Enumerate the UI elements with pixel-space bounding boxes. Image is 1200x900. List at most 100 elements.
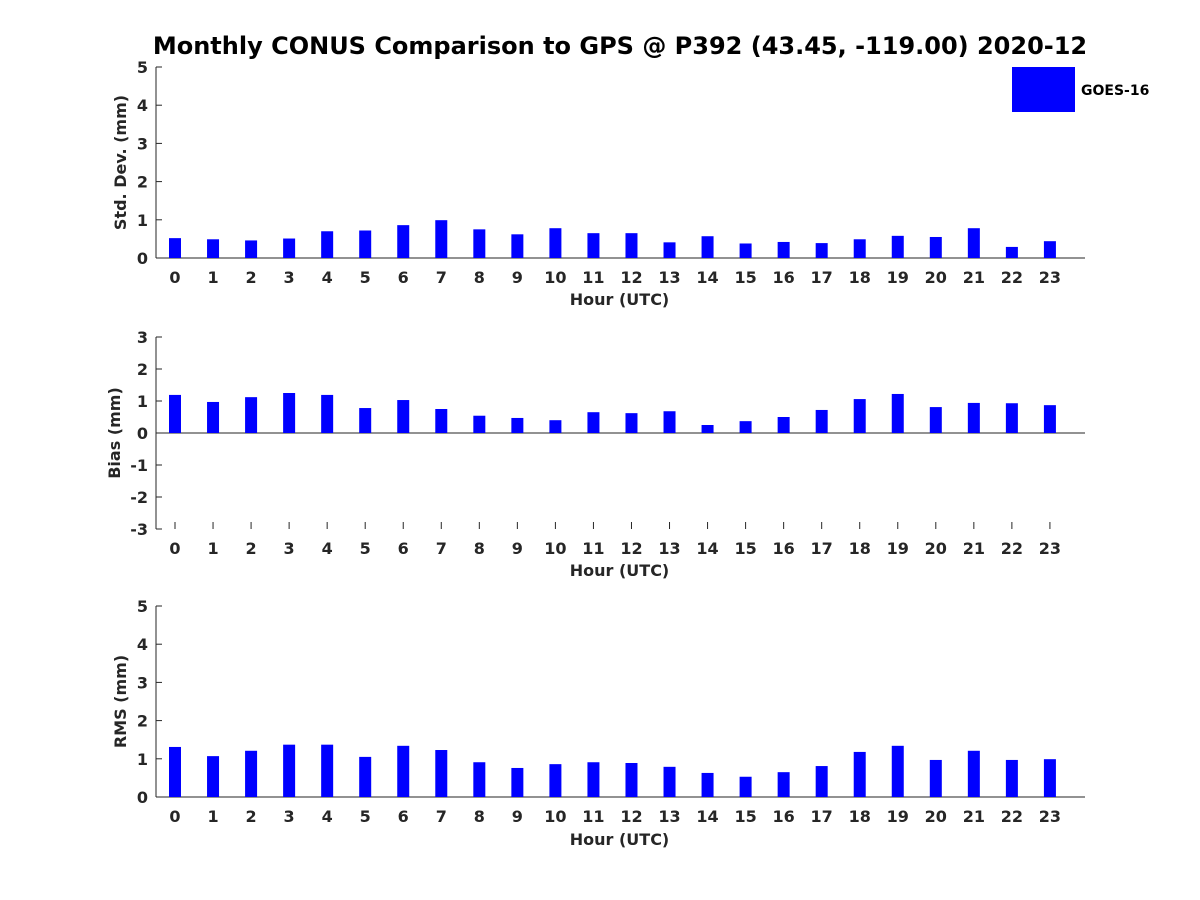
bar-hour-4 [321,231,334,258]
y-tick-label: 5 [137,597,148,616]
bar-hour-13 [663,766,676,797]
y-tick-label: 0 [137,424,148,443]
bar-hour-6 [397,225,410,258]
y-tick-label: 3 [137,328,148,347]
bar-hour-5 [359,756,372,797]
x-tick-label: 15 [734,539,756,558]
x-tick-label: 11 [582,539,604,558]
x-tick-label: 16 [773,268,795,287]
bar-hour-1 [207,401,220,433]
x-tick-label: 8 [474,539,485,558]
bar-hour-20 [929,236,942,258]
x-tick-label: 18 [849,807,871,826]
bar-hour-3 [283,238,296,258]
x-tick-label: 8 [474,807,485,826]
x-tick-label: 13 [658,807,680,826]
bar-hour-9 [511,417,524,433]
bar-hour-23 [1043,241,1056,258]
x-tick-label: 5 [360,539,371,558]
x-tick-label: 15 [734,807,756,826]
x-tick-label: 19 [887,539,909,558]
x-tick-label: 12 [620,268,642,287]
y-tick-label: -1 [130,456,148,475]
x-tick-label: 4 [322,807,333,826]
x-tick-label: 11 [582,807,604,826]
y-tick-label: 1 [137,750,148,769]
bar-hour-17 [815,409,828,433]
bar-hour-22 [1005,246,1018,258]
bar-hour-2 [245,750,258,797]
bar-hour-14 [701,772,714,797]
x-tick-label: 6 [398,539,409,558]
x-tick-label: 23 [1039,539,1061,558]
bar-hour-13 [663,411,676,433]
chart-title: Monthly CONUS Comparison to GPS @ P392 (… [153,32,1087,60]
bar-hour-18 [853,399,866,433]
y-tick-label: 4 [137,635,148,654]
bar-hour-20 [929,759,942,797]
x-tick-label: 5 [360,268,371,287]
y-axis-label: RMS (mm) [111,655,130,748]
y-tick-label: 2 [137,173,148,192]
bar-hour-10 [549,228,562,258]
bar-hour-8 [473,415,486,433]
y-tick-label: 1 [137,392,148,411]
bar-hour-11 [587,762,600,797]
bar-hour-0 [169,238,181,258]
bar-hour-16 [777,241,790,258]
x-tick-label: 12 [620,807,642,826]
y-tick-label: -3 [130,520,148,539]
x-tick-label: 21 [963,539,985,558]
x-tick-label: 19 [887,807,909,826]
bar-hour-22 [1005,759,1018,797]
bar-hour-18 [853,239,866,258]
bar-hour-6 [397,400,410,433]
x-tick-label: 16 [773,807,795,826]
bar-hour-2 [245,240,258,258]
x-tick-label: 21 [963,807,985,826]
x-tick-label: 7 [436,539,447,558]
x-tick-label: 3 [284,539,295,558]
x-tick-label: 8 [474,268,485,287]
bar-hour-0 [169,394,181,433]
bar-hour-22 [1005,403,1018,433]
bar-hour-12 [625,413,638,433]
x-tick-label: 22 [1001,268,1023,287]
bar-hour-15 [739,243,752,258]
bar-hour-16 [777,417,790,433]
x-tick-label: 4 [322,268,333,287]
x-tick-label: 14 [696,807,718,826]
bar-hour-21 [967,402,980,433]
bar-hour-16 [777,772,790,797]
y-tick-label: 0 [137,788,148,807]
legend-label-goes-16: GOES-16 [1081,83,1149,99]
bar-hour-9 [511,767,524,797]
x-tick-label: 5 [360,807,371,826]
x-tick-label: 17 [811,807,833,826]
bar-hour-6 [397,745,410,797]
x-tick-label: 1 [207,268,218,287]
y-tick-label: 4 [137,96,148,115]
x-tick-label: 4 [322,539,333,558]
bar-hour-5 [359,408,372,433]
bar-hour-14 [701,425,714,433]
bar-hour-8 [473,229,486,258]
x-tick-label: 9 [512,268,523,287]
bar-hour-4 [321,394,334,433]
bar-hour-19 [891,235,904,258]
bar-hour-8 [473,762,486,797]
x-tick-label: 7 [436,807,447,826]
x-tick-label: 23 [1039,268,1061,287]
x-axis-label: Hour (UTC) [570,290,670,309]
bar-hour-5 [359,230,372,258]
bar-hour-18 [853,751,866,797]
x-tick-label: 21 [963,268,985,287]
bar-hour-7 [435,409,448,433]
x-tick-label: 0 [169,268,180,287]
bar-hour-15 [739,421,752,433]
bar-hour-17 [815,243,828,258]
x-tick-label: 15 [734,268,756,287]
x-tick-label: 0 [169,539,180,558]
